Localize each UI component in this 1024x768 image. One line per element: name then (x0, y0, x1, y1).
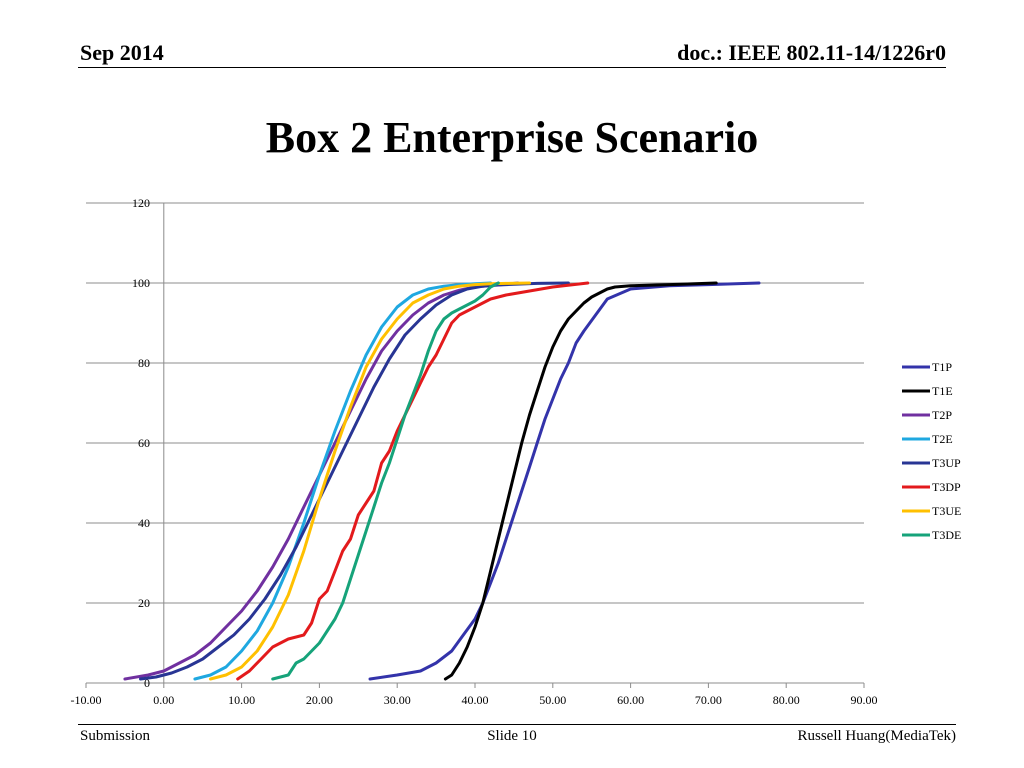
series-line-t3up (139, 281, 570, 681)
slide-title: Box 2 Enterprise Scenario (265, 113, 759, 162)
y-tick-label: 20 (138, 596, 150, 610)
footer-author: Russell Huang(MediaTek) (797, 728, 957, 744)
legend-label-t2p: T2P (932, 408, 952, 422)
legend-label-t3up: T3UP (932, 456, 961, 470)
series-line-t1e (443, 281, 718, 681)
x-tick-label: 60.00 (617, 693, 644, 707)
x-tick-label: 0.00 (153, 693, 174, 707)
legend-label-t1p: T1P (932, 360, 952, 374)
header-doc-id: doc.: IEEE 802.11-14/1226r0 (677, 40, 946, 65)
legend-label-t3dp: T3DP (932, 480, 961, 494)
x-tick-label: 70.00 (695, 693, 722, 707)
x-tick-label: -10.00 (71, 693, 102, 707)
y-tick-label: 0 (144, 676, 150, 690)
x-tick-label: 10.00 (228, 693, 255, 707)
x-tick-label: 50.00 (539, 693, 566, 707)
series-line-t1p (368, 281, 761, 681)
legend-label-t3ue: T3UE (932, 504, 961, 518)
header-divider (78, 67, 946, 68)
series-line-t2p (123, 281, 520, 681)
legend-label-t3de: T3DE (932, 528, 961, 542)
legend-label-t1e: T1E (932, 384, 953, 398)
legend-label-t2e: T2E (932, 432, 953, 446)
header-date: Sep 2014 (80, 40, 164, 65)
y-tick-label: 120 (132, 196, 150, 210)
footer-submission: Submission (80, 728, 151, 744)
y-tick-label: 80 (138, 356, 150, 370)
series-line-t3ue (209, 281, 531, 681)
y-tick-label: 60 (138, 436, 150, 450)
y-tick-label: 40 (138, 516, 150, 530)
y-tick-label: 100 (132, 276, 150, 290)
x-tick-label: 90.00 (851, 693, 878, 707)
x-tick-label: 20.00 (306, 693, 333, 707)
x-tick-label: 80.00 (773, 693, 800, 707)
series-line-t2e (193, 281, 493, 681)
footer-slide-number: Slide 10 (487, 728, 537, 744)
series-line-t3dp (236, 281, 590, 681)
x-tick-label: 40.00 (462, 693, 489, 707)
x-tick-label: 30.00 (384, 693, 411, 707)
series-line-t3de (271, 281, 500, 681)
footer-divider (78, 724, 956, 725)
